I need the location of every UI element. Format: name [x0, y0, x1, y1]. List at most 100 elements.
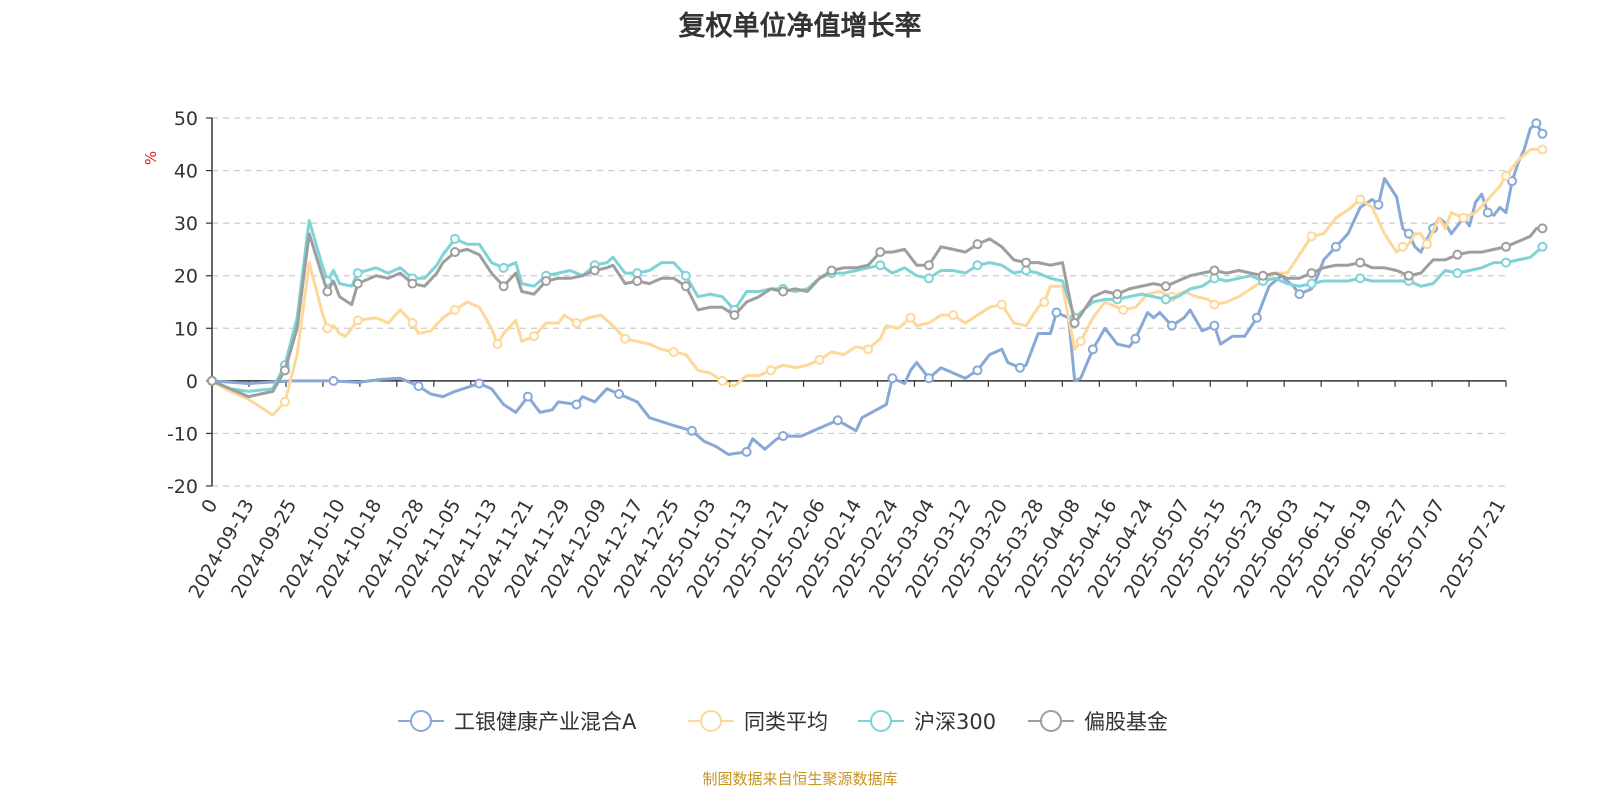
- series-point: [498, 262, 509, 273]
- series-point: [450, 233, 461, 244]
- series-point: [498, 281, 509, 292]
- grid-lines: [212, 117, 1506, 487]
- series-point: [614, 389, 625, 399]
- series-point: [686, 425, 697, 436]
- series-point: [528, 331, 539, 342]
- series-point: [450, 247, 461, 258]
- legend-item-3[interactable]: 偏股基金: [1028, 710, 1168, 734]
- series-point: [1373, 199, 1384, 210]
- series-point: [778, 431, 789, 442]
- series-point: [1087, 344, 1098, 355]
- series-point: [620, 333, 631, 344]
- series-point: [632, 268, 643, 279]
- y-tick-label: 40: [174, 161, 198, 183]
- x-tick-label: 2025-07-21: [1436, 496, 1510, 603]
- series-point: [1069, 318, 1080, 329]
- series-point: [1501, 170, 1511, 181]
- series-point: [778, 286, 789, 297]
- series-point: [1166, 320, 1177, 331]
- series-point: [571, 399, 582, 410]
- series-point: [1355, 273, 1366, 284]
- series-point: [492, 339, 503, 350]
- series-point: [632, 275, 643, 286]
- series-point: [832, 415, 843, 426]
- legend-label: 同类平均: [744, 710, 828, 734]
- series-point: [407, 278, 418, 289]
- y-tick-label: 30: [174, 213, 198, 235]
- series-point: [1130, 333, 1141, 344]
- series-point: [1397, 241, 1408, 252]
- series-point: [1537, 223, 1548, 234]
- series-point: [1531, 118, 1542, 129]
- legend-item-1[interactable]: 同类平均: [688, 710, 828, 734]
- series-point: [905, 312, 916, 323]
- series-point: [571, 318, 582, 329]
- series-point: [972, 365, 983, 376]
- series-point: [1160, 281, 1171, 292]
- series-point: [1537, 241, 1548, 252]
- series-point: [279, 396, 290, 407]
- series-point: [1306, 268, 1317, 279]
- source-note: 制图数据来自恒生聚源数据库: [702, 770, 898, 788]
- legend[interactable]: 工银健康产业混合A 同类平均 沪深300 偏股基金: [398, 710, 1168, 734]
- series-point: [407, 318, 418, 329]
- series-point: [541, 275, 552, 286]
- y-tick-label: 0: [186, 371, 198, 393]
- series-point: [1021, 257, 1032, 268]
- series-point: [1422, 239, 1433, 250]
- series-point: [328, 375, 339, 386]
- series-point: [680, 281, 691, 292]
- x-tick-label: 0: [197, 496, 222, 517]
- y-tick-label: -10: [167, 423, 198, 445]
- legend-marker: [1040, 710, 1062, 732]
- series-point: [996, 299, 1007, 310]
- y-tick-label: -20: [167, 476, 198, 498]
- series-point: [717, 375, 728, 386]
- series-point: [1257, 270, 1268, 281]
- y-tick-label: 10: [174, 318, 198, 340]
- series-point: [1355, 257, 1366, 268]
- series-point: [207, 375, 217, 386]
- series-point: [1306, 278, 1317, 289]
- series-point: [972, 239, 983, 250]
- series-point: [322, 286, 333, 297]
- legend-item-0[interactable]: 工银健康产业混合A: [398, 710, 637, 734]
- series-point: [352, 315, 363, 326]
- series-point: [1251, 312, 1262, 323]
- series-point: [1482, 207, 1493, 218]
- series-point: [1507, 176, 1518, 187]
- series-point: [765, 365, 776, 376]
- chart-title: 复权单位净值增长率: [678, 11, 922, 42]
- series-point: [1209, 320, 1220, 331]
- series-point: [1452, 249, 1463, 260]
- series-point: [1021, 265, 1032, 276]
- series-point: [887, 373, 898, 384]
- series-point: [1112, 289, 1123, 300]
- series-point: [1294, 289, 1305, 300]
- series-point: [948, 310, 959, 321]
- legend-label: 偏股基金: [1084, 710, 1168, 734]
- series-point: [1330, 241, 1341, 252]
- y-tick-label: 50: [174, 108, 198, 130]
- series-point: [413, 381, 424, 392]
- series-point: [668, 346, 679, 357]
- series-point: [729, 310, 740, 321]
- legend-label: 沪深300: [914, 710, 996, 734]
- series-point: [875, 247, 886, 258]
- series-point: [522, 391, 533, 402]
- series-point: [1452, 268, 1463, 279]
- series-point: [1355, 194, 1366, 205]
- series-point: [826, 265, 837, 276]
- series-point: [923, 273, 934, 284]
- legend-item-2[interactable]: 沪深300: [858, 710, 996, 734]
- series-point: [923, 260, 934, 271]
- series-point: [972, 260, 983, 271]
- series-point: [923, 373, 934, 384]
- series-point: [474, 378, 485, 389]
- series-point: [589, 265, 600, 276]
- series-point: [1306, 231, 1317, 242]
- series-point: [352, 278, 363, 289]
- series-point: [1403, 270, 1414, 281]
- series-line-2: [211, 219, 1544, 393]
